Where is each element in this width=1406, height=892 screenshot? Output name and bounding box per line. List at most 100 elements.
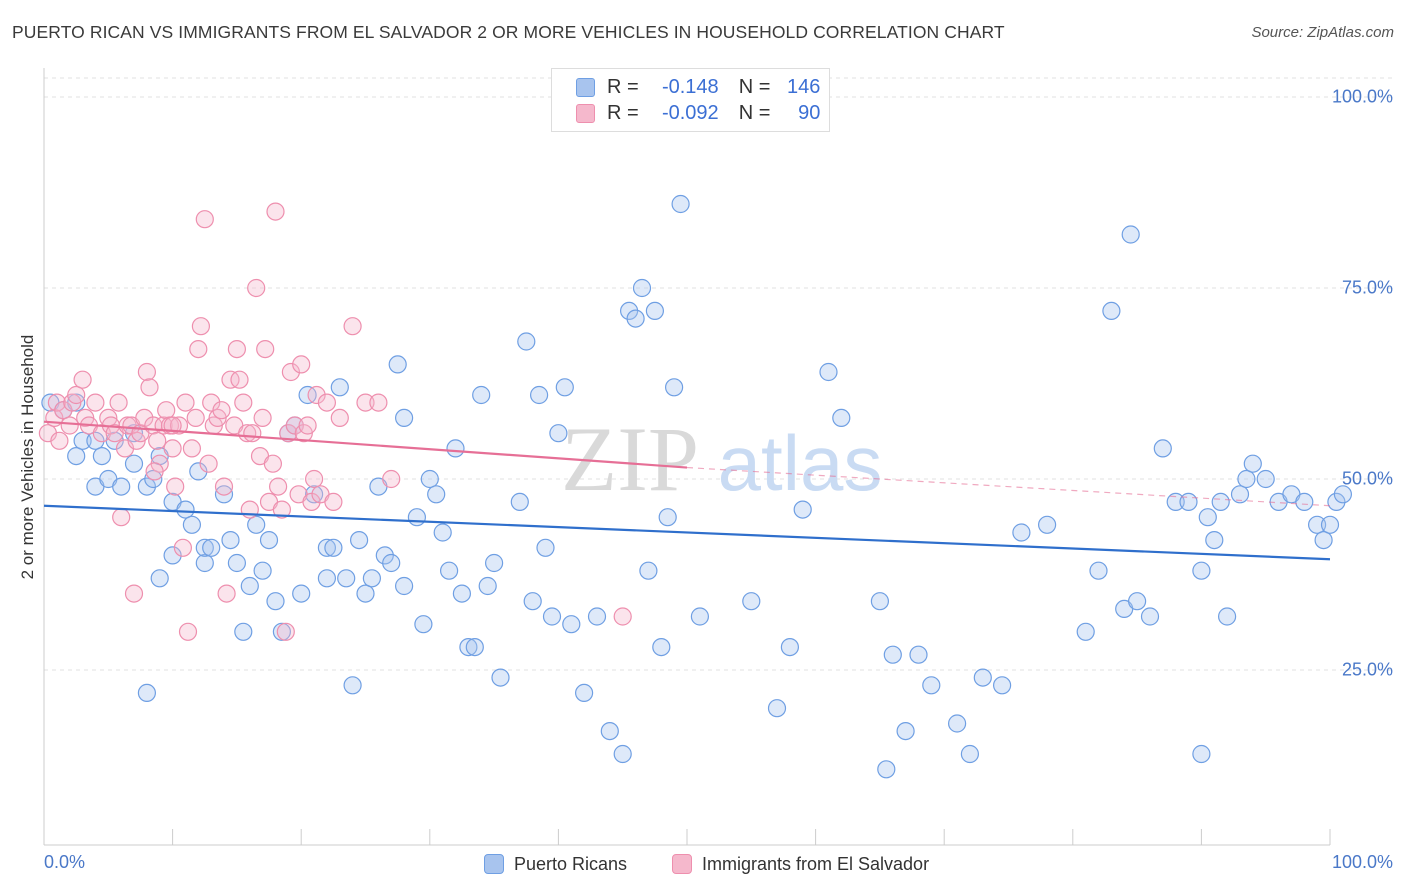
- legend-row-el-salvador: R = -0.092 N = 90: [576, 101, 820, 125]
- legend-n-value: 146: [787, 75, 821, 98]
- data-point: [395, 576, 414, 596]
- data-point: [137, 477, 156, 496]
- data-point: [1192, 744, 1211, 764]
- data-point: [214, 477, 234, 496]
- data-point: [253, 561, 272, 580]
- bottom-legend-swatch-blue: [484, 854, 504, 874]
- data-point: [202, 393, 221, 412]
- y-tick-label: 75.0%: [1341, 277, 1393, 298]
- trend-line-el-salvador: [43, 420, 688, 469]
- data-point: [485, 553, 504, 573]
- data-point: [189, 340, 208, 359]
- data-point: [317, 569, 336, 588]
- y-axis-label: 2 or more Vehicles in Household: [18, 334, 37, 580]
- data-point: [523, 592, 542, 611]
- data-point: [369, 393, 388, 412]
- data-point: [214, 485, 234, 504]
- data-point: [202, 538, 221, 557]
- data-point: [510, 492, 529, 511]
- data-point: [1127, 592, 1147, 611]
- data-point: [124, 584, 144, 603]
- data-point: [652, 637, 671, 657]
- data-point: [870, 592, 890, 611]
- data-point: [307, 385, 326, 405]
- data-point: [388, 355, 407, 374]
- axes: [43, 68, 1331, 846]
- data-point: [324, 538, 343, 557]
- data-point: [178, 622, 198, 641]
- data-point: [1140, 607, 1160, 626]
- data-point: [330, 378, 349, 397]
- data-point: [613, 607, 632, 626]
- data-point: [587, 607, 607, 626]
- data-point: [243, 424, 262, 443]
- data-point: [60, 416, 79, 435]
- trend-line-el-salvador-extension: [686, 466, 1331, 507]
- data-point: [269, 477, 288, 496]
- trend-line-puerto-ricans: [43, 504, 1331, 561]
- data-point: [1307, 515, 1327, 534]
- chart-title: PUERTO RICAN VS IMMIGRANTS FROM EL SALVA…: [12, 22, 1005, 42]
- data-point: [626, 309, 645, 328]
- data-point: [350, 530, 369, 550]
- data-point: [1320, 515, 1340, 534]
- data-point: [73, 431, 92, 450]
- watermark-atlas: atlas: [718, 419, 883, 507]
- data-point: [292, 355, 311, 374]
- data-point: [266, 202, 285, 221]
- data-point: [1192, 561, 1211, 580]
- data-point: [199, 454, 218, 473]
- data-point: [176, 500, 195, 519]
- data-point: [1333, 485, 1353, 504]
- data-point: [150, 569, 169, 588]
- data-point: [562, 615, 581, 634]
- data-point: [465, 637, 484, 657]
- data-point: [658, 508, 677, 527]
- data-point: [137, 362, 156, 382]
- data-point: [230, 370, 249, 389]
- y-tick-label: 100.0%: [1331, 86, 1393, 107]
- data-point: [407, 508, 426, 527]
- data-point: [163, 546, 182, 565]
- data-point: [574, 683, 594, 703]
- data-point: [50, 431, 69, 450]
- data-point: [305, 469, 324, 489]
- data-point: [780, 637, 800, 657]
- data-point: [240, 576, 259, 596]
- data-point: [144, 469, 163, 489]
- data-point: [1076, 622, 1095, 641]
- data-point: [356, 584, 375, 603]
- data-point: [1089, 561, 1108, 580]
- chart-source: Source: ZipAtlas.com: [1251, 24, 1394, 41]
- data-point: [281, 362, 300, 382]
- data-point: [227, 340, 246, 359]
- legend-n-label: N =: [738, 75, 771, 98]
- data-point: [1211, 492, 1230, 511]
- legend-n-value: 90: [798, 101, 821, 124]
- data-point: [362, 569, 381, 588]
- data-point: [266, 592, 285, 611]
- data-point: [440, 561, 459, 580]
- data-point: [382, 553, 401, 573]
- data-point: [549, 424, 568, 443]
- data-point: [272, 622, 291, 641]
- data-point: [793, 500, 812, 519]
- data-point: [767, 699, 787, 718]
- data-point: [1295, 492, 1314, 511]
- data-point: [960, 744, 980, 764]
- data-point: [112, 508, 131, 527]
- data-point: [86, 431, 105, 450]
- data-point: [47, 393, 67, 412]
- data-point: [992, 676, 1012, 695]
- data-point: [343, 317, 362, 336]
- data-point: [169, 416, 189, 435]
- data-point: [137, 683, 156, 703]
- data-point: [221, 530, 240, 550]
- legend-n-label: N =: [738, 101, 771, 124]
- data-point: [1012, 523, 1031, 542]
- series-el-salvador: [38, 202, 632, 641]
- legend-r-label: R =: [607, 75, 639, 98]
- x-tick-label-min: 0.0%: [44, 852, 86, 872]
- data-point: [395, 408, 414, 427]
